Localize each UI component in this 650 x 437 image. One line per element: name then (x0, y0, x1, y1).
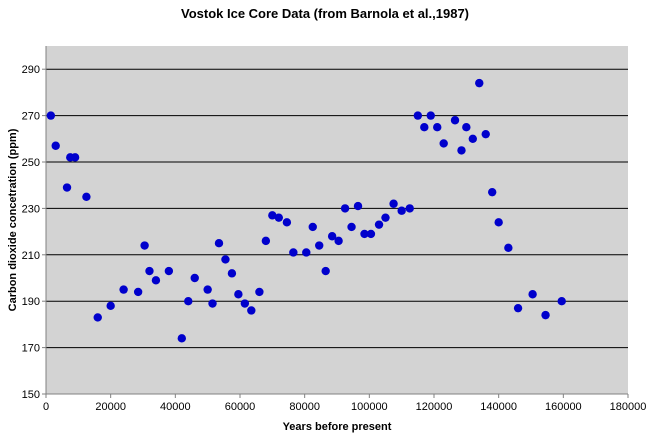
data-point-21 (227, 269, 237, 278)
x-tick-label-7: 140000 (480, 401, 517, 413)
y-tick-label-4: 230 (22, 203, 40, 215)
data-point-54 (462, 123, 471, 132)
data-point-49 (426, 111, 435, 120)
data-point-62 (528, 290, 537, 299)
data-point-45 (397, 206, 406, 215)
data-point-47 (413, 111, 423, 120)
data-point-52 (450, 116, 460, 125)
data-point-29 (282, 218, 292, 227)
data-point-44 (389, 199, 398, 208)
data-point-2 (62, 183, 72, 192)
data-point-41 (366, 229, 376, 239)
x-tick-label-4: 80000 (289, 401, 320, 413)
data-point-31 (302, 248, 311, 257)
data-point-39 (353, 201, 363, 211)
data-point-8 (119, 285, 128, 294)
data-point-15 (184, 297, 193, 306)
data-point-59 (494, 218, 503, 227)
data-point-36 (334, 236, 343, 246)
data-point-37 (340, 204, 350, 213)
data-point-4 (70, 153, 80, 162)
data-point-26 (261, 236, 271, 246)
y-tick-label-6: 270 (22, 111, 40, 123)
data-point-18 (208, 299, 217, 308)
data-point-32 (308, 222, 317, 232)
data-point-1 (51, 141, 60, 150)
data-point-34 (321, 266, 330, 276)
chart-title: Vostok Ice Core Data (from Barnola et al… (180, 6, 470, 21)
data-point-53 (457, 146, 466, 155)
data-points (46, 78, 566, 343)
data-point-11 (145, 266, 154, 276)
y-axis-label: Carbon dioxide concetration (ppm) (7, 128, 19, 311)
data-point-50 (433, 123, 442, 132)
y-tick-label-7: 290 (22, 64, 40, 76)
data-point-33 (315, 241, 324, 250)
data-point-58 (488, 187, 497, 197)
data-point-55 (468, 134, 477, 143)
data-point-9 (133, 287, 143, 297)
data-point-35 (327, 232, 337, 241)
data-point-27 (268, 211, 277, 220)
data-point-12 (151, 276, 161, 285)
data-point-63 (541, 310, 550, 320)
data-point-42 (374, 220, 384, 229)
x-tick-labels: 0 20000 40000 60000 80000 100000 120000 140000 1… (43, 394, 646, 413)
x-tick-label-8: 160000 (545, 401, 582, 413)
data-point-25 (255, 287, 264, 297)
data-point-20 (221, 255, 230, 264)
data-point-5 (82, 192, 91, 201)
x-tick-label-2: 40000 (160, 401, 191, 413)
data-point-19 (214, 239, 224, 248)
data-point-24 (247, 306, 256, 315)
data-point-10 (140, 241, 149, 250)
data-point-6 (93, 313, 102, 322)
x-tick-label-0: 0 (43, 401, 49, 413)
x-tick-label-6: 120000 (416, 401, 453, 413)
data-point-40 (360, 229, 369, 239)
y-tick-label-0: 150 (22, 389, 40, 401)
data-point-0 (46, 111, 56, 120)
data-point-28 (274, 213, 283, 222)
y-tick-label-1: 170 (22, 343, 40, 355)
x-tick-label-5: 100000 (351, 401, 388, 413)
data-point-17 (203, 285, 212, 294)
data-point-61 (513, 303, 523, 313)
plot-area (46, 46, 628, 394)
data-point-56 (475, 78, 484, 88)
data-point-51 (439, 139, 448, 148)
y-tick-label-2: 190 (22, 296, 40, 308)
x-tick-label-1: 20000 (95, 401, 126, 413)
x-axis-label: Years before present (283, 421, 392, 433)
data-point-38 (347, 222, 356, 232)
y-tick-labels: 150 170 190 210 230 250 270 290 (22, 64, 46, 401)
y-tick-label-3: 210 (22, 250, 40, 262)
grid-lines (46, 68, 628, 349)
data-point-48 (420, 123, 429, 132)
data-point-16 (190, 273, 199, 283)
data-point-13 (164, 266, 174, 276)
x-tick-label-3: 60000 (225, 401, 256, 413)
data-point-23 (240, 299, 250, 308)
data-point-30 (289, 248, 298, 257)
axes (45, 46, 628, 395)
data-point-46 (405, 204, 414, 213)
data-point-14 (177, 334, 186, 343)
y-tick-label-5: 250 (22, 157, 40, 169)
data-point-60 (504, 243, 513, 253)
data-point-57 (481, 129, 490, 139)
x-tick-label-9: 180000 (610, 401, 647, 413)
data-point-64 (557, 297, 566, 306)
data-point-7 (106, 301, 115, 311)
data-point-43 (381, 213, 390, 222)
data-point-22 (234, 290, 243, 299)
